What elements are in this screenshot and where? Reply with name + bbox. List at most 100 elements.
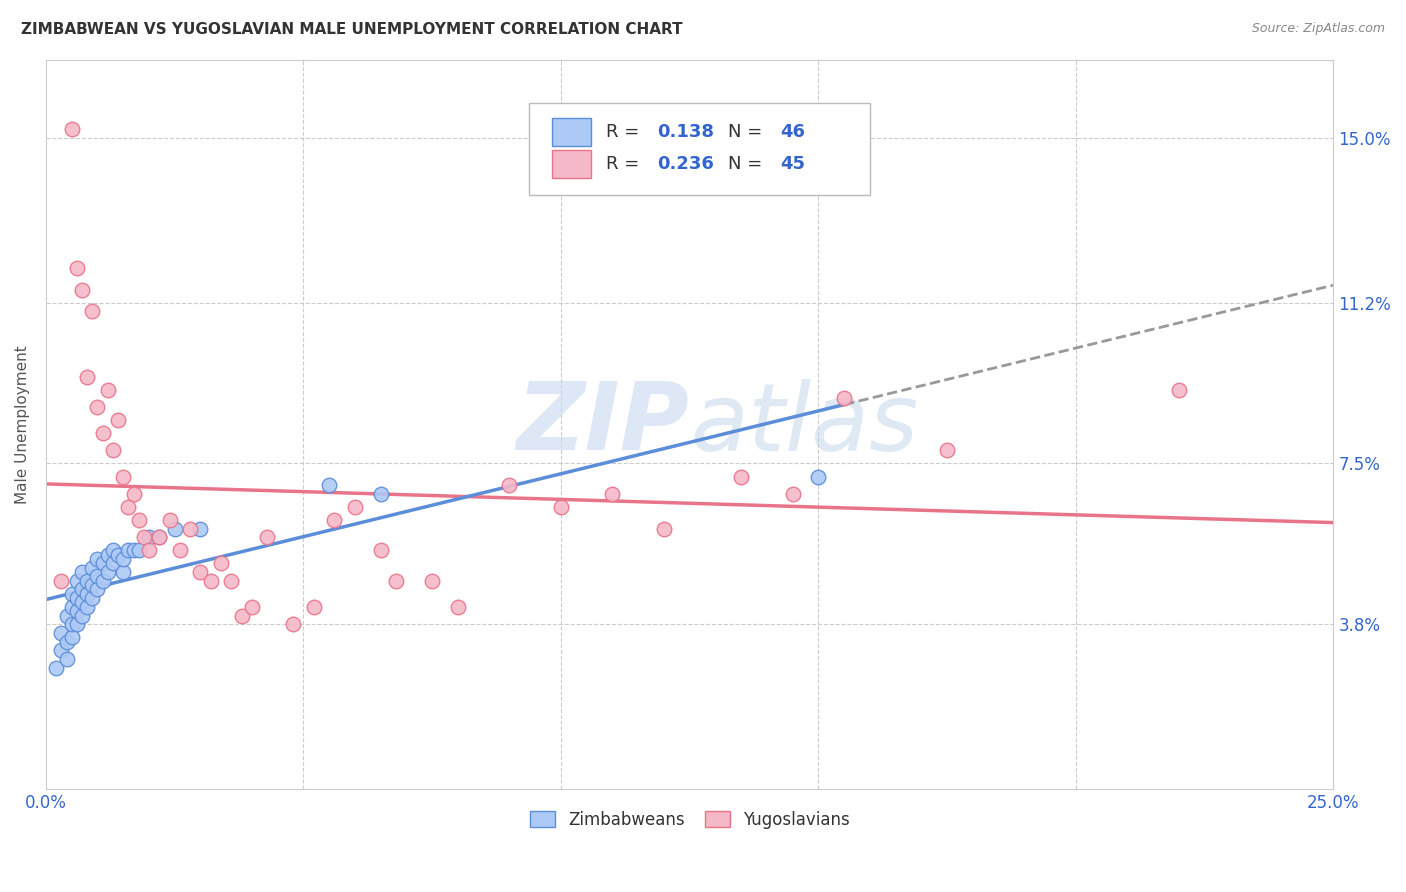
- Point: [82, 578, 104, 592]
- Point: [66, 261, 89, 276]
- Text: ZIP: ZIP: [517, 378, 690, 470]
- Point: [66, 574, 89, 588]
- Point: [498, 478, 520, 492]
- Bar: [553, 118, 591, 145]
- Point: [86, 552, 108, 566]
- Bar: [553, 150, 591, 178]
- Point: [231, 608, 253, 623]
- Point: [370, 487, 392, 501]
- Point: [55, 652, 77, 666]
- Point: [323, 513, 346, 527]
- Point: [70, 565, 93, 579]
- Point: [240, 599, 263, 614]
- Point: [112, 565, 135, 579]
- Point: [128, 513, 150, 527]
- Point: [66, 591, 89, 606]
- Point: [1167, 383, 1189, 397]
- Text: N =: N =: [728, 155, 768, 173]
- Point: [97, 548, 120, 562]
- Text: R =: R =: [606, 155, 645, 173]
- Point: [807, 469, 830, 483]
- Point: [602, 487, 624, 501]
- Point: [66, 604, 89, 618]
- Point: [97, 565, 120, 579]
- Point: [190, 565, 212, 579]
- Point: [70, 595, 93, 609]
- Point: [117, 500, 139, 514]
- Point: [45, 660, 67, 674]
- Point: [159, 513, 181, 527]
- Text: 46: 46: [780, 123, 804, 141]
- Point: [132, 530, 155, 544]
- Point: [51, 574, 73, 588]
- Point: [283, 617, 305, 632]
- Point: [117, 543, 139, 558]
- Point: [60, 617, 83, 632]
- Point: [936, 443, 959, 458]
- Point: [128, 543, 150, 558]
- Point: [70, 582, 93, 597]
- Text: N =: N =: [728, 123, 768, 141]
- Point: [70, 283, 93, 297]
- Point: [370, 543, 392, 558]
- Point: [122, 543, 145, 558]
- Point: [91, 426, 114, 441]
- FancyBboxPatch shape: [529, 103, 870, 194]
- Point: [420, 574, 443, 588]
- Point: [112, 469, 135, 483]
- Point: [343, 500, 366, 514]
- Point: [101, 543, 124, 558]
- Point: [730, 469, 752, 483]
- Point: [832, 392, 855, 406]
- Point: [318, 478, 340, 492]
- Point: [76, 574, 98, 588]
- Point: [163, 522, 186, 536]
- Point: [112, 552, 135, 566]
- Point: [447, 599, 470, 614]
- Point: [55, 608, 77, 623]
- Point: [70, 608, 93, 623]
- Point: [82, 591, 104, 606]
- Point: [76, 599, 98, 614]
- Legend: Zimbabweans, Yugoslavians: Zimbabweans, Yugoslavians: [523, 805, 856, 836]
- Point: [148, 530, 170, 544]
- Point: [101, 557, 124, 571]
- Point: [51, 625, 73, 640]
- Point: [107, 548, 129, 562]
- Point: [221, 574, 243, 588]
- Y-axis label: Male Unemployment: Male Unemployment: [15, 345, 30, 504]
- Point: [55, 634, 77, 648]
- Point: [148, 530, 170, 544]
- Point: [385, 574, 408, 588]
- Point: [138, 530, 160, 544]
- Point: [82, 304, 104, 318]
- Point: [76, 369, 98, 384]
- Point: [256, 530, 278, 544]
- Point: [652, 522, 675, 536]
- Point: [66, 617, 89, 632]
- Text: 45: 45: [780, 155, 804, 173]
- Point: [179, 522, 201, 536]
- Point: [51, 643, 73, 657]
- Point: [82, 560, 104, 574]
- Point: [97, 383, 120, 397]
- Point: [86, 582, 108, 597]
- Point: [169, 543, 191, 558]
- Point: [60, 630, 83, 644]
- Point: [200, 574, 222, 588]
- Point: [122, 487, 145, 501]
- Text: 0.138: 0.138: [658, 123, 714, 141]
- Point: [190, 522, 212, 536]
- Point: [91, 574, 114, 588]
- Text: 0.236: 0.236: [658, 155, 714, 173]
- Point: [101, 443, 124, 458]
- Point: [209, 557, 232, 571]
- Point: [60, 587, 83, 601]
- Point: [138, 543, 160, 558]
- Point: [60, 122, 83, 136]
- Point: [86, 569, 108, 583]
- Text: Source: ZipAtlas.com: Source: ZipAtlas.com: [1251, 22, 1385, 36]
- Point: [86, 400, 108, 414]
- Text: atlas: atlas: [690, 379, 918, 470]
- Point: [107, 413, 129, 427]
